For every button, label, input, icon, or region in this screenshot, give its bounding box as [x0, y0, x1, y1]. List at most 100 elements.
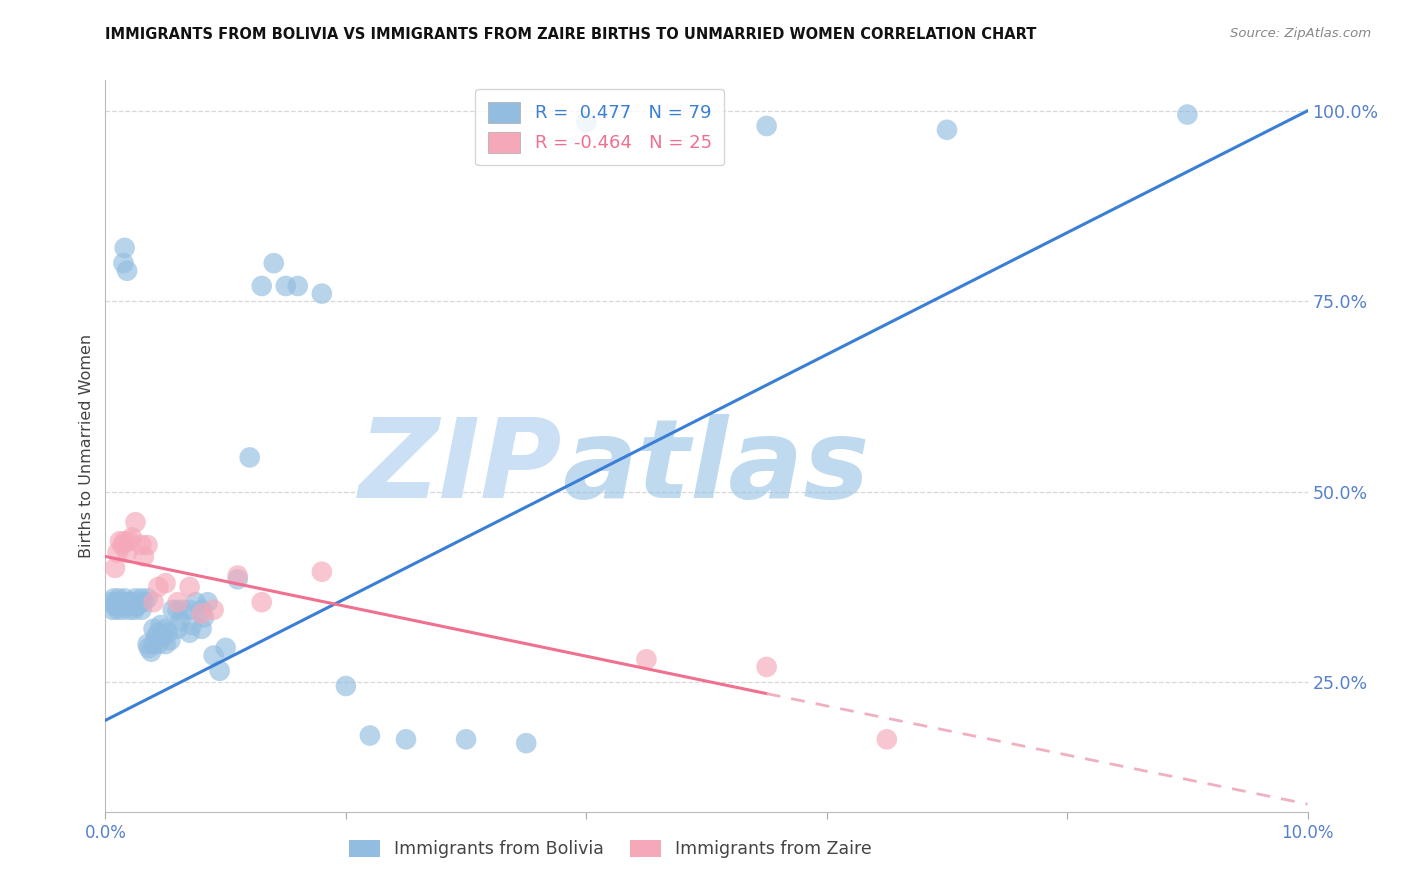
Point: [121, 599, 143, 613]
Point: [124, 599, 146, 613]
Point: [166, 595, 188, 609]
Point: [104, 561, 127, 575]
Point: [107, 603, 129, 617]
Point: [172, 603, 194, 617]
Point: [131, 603, 153, 617]
Point: [515, 736, 537, 750]
Point: [250, 279, 273, 293]
Point: [755, 119, 778, 133]
Point: [142, 637, 165, 651]
Point: [197, 595, 219, 609]
Point: [112, 256, 135, 270]
Point: [274, 279, 297, 293]
Point: [148, 625, 170, 640]
Point: [121, 530, 143, 544]
Point: [181, 618, 204, 632]
Point: [132, 595, 155, 609]
Point: [107, 591, 129, 606]
Legend: Immigrants from Bolivia, Immigrants from Zaire: Immigrants from Bolivia, Immigrants from…: [342, 832, 879, 865]
Point: [166, 603, 188, 617]
Y-axis label: Births to Unmarried Women: Births to Unmarried Women: [79, 334, 94, 558]
Point: [132, 549, 155, 564]
Point: [112, 599, 135, 613]
Point: [179, 603, 201, 617]
Point: [118, 534, 141, 549]
Point: [142, 595, 165, 609]
Point: [190, 622, 212, 636]
Point: [110, 599, 132, 613]
Point: [239, 450, 262, 465]
Point: [118, 599, 141, 613]
Point: [142, 622, 165, 636]
Point: [335, 679, 357, 693]
Point: [193, 610, 215, 624]
Point: [104, 599, 127, 613]
Point: [115, 546, 138, 560]
Text: IMMIGRANTS FROM BOLIVIA VS IMMIGRANTS FROM ZAIRE BIRTHS TO UNMARRIED WOMEN CORRE: IMMIGRANTS FROM BOLIVIA VS IMMIGRANTS FR…: [105, 27, 1036, 42]
Point: [202, 648, 225, 663]
Text: atlas: atlas: [562, 415, 870, 522]
Point: [454, 732, 477, 747]
Point: [101, 603, 124, 617]
Point: [124, 515, 146, 529]
Point: [155, 622, 177, 636]
Point: [179, 625, 201, 640]
Point: [139, 645, 162, 659]
Point: [287, 279, 309, 293]
Point: [166, 622, 188, 636]
Point: [115, 264, 138, 278]
Point: [936, 123, 959, 137]
Point: [1175, 107, 1198, 121]
Point: [162, 603, 184, 617]
Point: [202, 603, 225, 617]
Point: [155, 576, 177, 591]
Point: [149, 618, 172, 632]
Point: [395, 732, 418, 747]
Point: [311, 565, 333, 579]
Point: [190, 607, 212, 621]
Point: [114, 241, 136, 255]
Point: [136, 538, 159, 552]
Point: [118, 595, 141, 609]
Point: [179, 580, 201, 594]
Point: [226, 568, 249, 582]
Point: [131, 591, 153, 606]
Point: [131, 538, 153, 552]
Point: [359, 729, 381, 743]
Point: [136, 637, 159, 651]
Point: [124, 591, 146, 606]
Point: [115, 595, 138, 609]
Point: [121, 595, 143, 609]
Point: [114, 591, 136, 606]
Point: [115, 599, 138, 613]
Point: [148, 637, 170, 651]
Point: [100, 595, 122, 609]
Point: [118, 603, 141, 617]
Point: [145, 630, 167, 644]
Point: [755, 660, 778, 674]
Point: [156, 625, 179, 640]
Point: [636, 652, 658, 666]
Point: [125, 599, 148, 613]
Point: [214, 640, 236, 655]
Point: [107, 599, 129, 613]
Point: [111, 603, 134, 617]
Point: [131, 595, 153, 609]
Point: [108, 599, 131, 613]
Point: [155, 637, 177, 651]
Point: [138, 640, 160, 655]
Point: [159, 633, 181, 648]
Text: ZIP: ZIP: [359, 415, 562, 522]
Point: [124, 603, 146, 617]
Point: [103, 591, 125, 606]
Point: [226, 572, 249, 586]
Text: Source: ZipAtlas.com: Source: ZipAtlas.com: [1230, 27, 1371, 40]
Point: [105, 595, 128, 609]
Point: [108, 534, 131, 549]
Point: [136, 591, 159, 606]
Point: [208, 664, 231, 678]
Point: [148, 580, 170, 594]
Point: [112, 595, 135, 609]
Point: [311, 286, 333, 301]
Point: [169, 614, 191, 628]
